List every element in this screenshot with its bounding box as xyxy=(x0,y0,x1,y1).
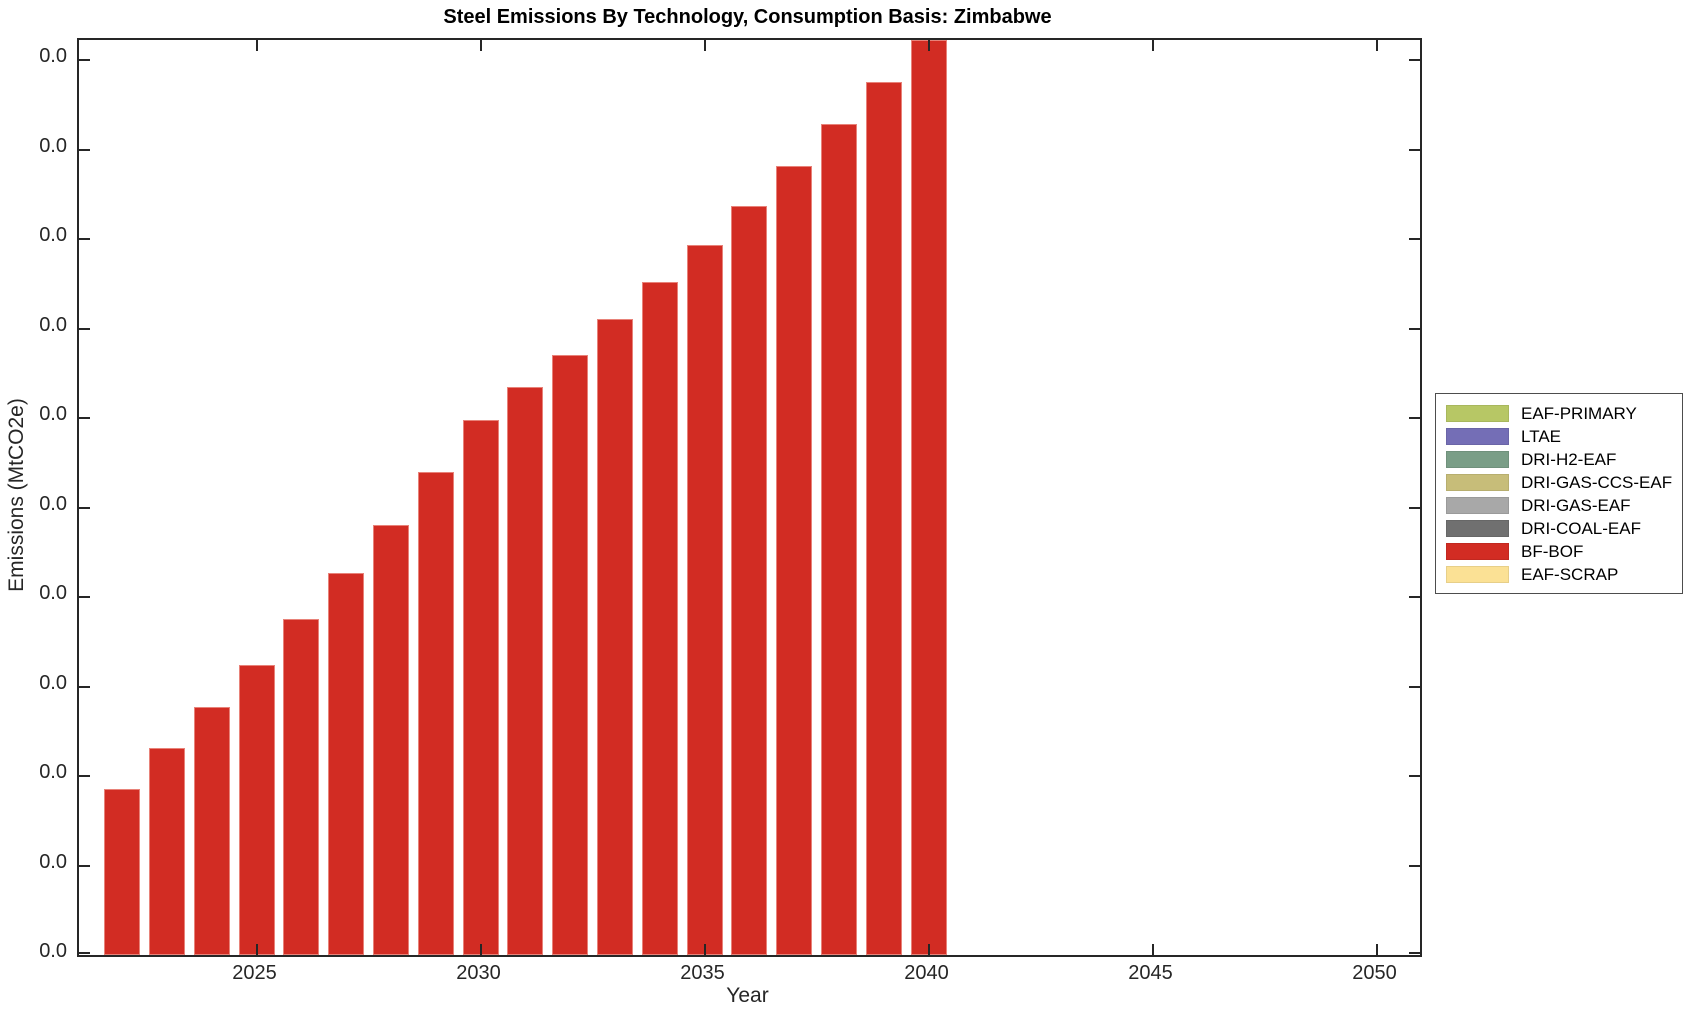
y-tick-left xyxy=(79,506,90,509)
bar-2024 xyxy=(193,707,230,955)
y-tick-left xyxy=(79,327,90,330)
x-tick-bottom xyxy=(1375,944,1378,955)
legend-color-swatch xyxy=(1446,520,1509,537)
legend-item-label: DRI-COAL-EAF xyxy=(1521,518,1641,538)
x-tick-bottom xyxy=(255,944,258,955)
bar-2040 xyxy=(910,40,947,955)
bar-2039 xyxy=(865,82,902,955)
legend-item: EAF-SCRAP xyxy=(1436,563,1682,586)
legend-color-swatch xyxy=(1446,543,1509,560)
bar-2025 xyxy=(238,665,275,955)
y-tick-right xyxy=(1409,238,1420,240)
x-tick-bottom xyxy=(927,944,930,955)
y-tick-label: 0.0 xyxy=(39,850,67,873)
y-tick-left xyxy=(79,864,90,867)
legend-item: DRI-COAL-EAF xyxy=(1436,517,1682,540)
legend-item: DRI-GAS-EAF xyxy=(1436,494,1682,517)
x-tick-top xyxy=(255,40,258,51)
y-tick-right xyxy=(1409,506,1420,509)
y-tick-left xyxy=(79,685,90,688)
x-tick-label: 2025 xyxy=(232,962,277,984)
y-tick-left xyxy=(79,596,90,598)
legend: EAF-PRIMARY LTAE DRI-H2-EAF DRI-GAS-CCS-EAF… xyxy=(1435,393,1683,594)
bar-2033 xyxy=(596,318,633,955)
legend-color-swatch xyxy=(1446,428,1509,445)
x-tick-top xyxy=(479,40,482,51)
bar-2030 xyxy=(462,419,499,955)
y-tick-right xyxy=(1409,148,1420,151)
y-tick-label: 0.0 xyxy=(39,940,67,962)
y-tick-label: 0.0 xyxy=(39,224,67,246)
legend-item-label: DRI-GAS-CCS-EAF xyxy=(1521,472,1673,492)
bar-2023 xyxy=(148,748,185,955)
y-tick-label: 0.0 xyxy=(39,492,67,515)
x-tick-top xyxy=(703,40,706,51)
bar-2034 xyxy=(641,281,678,955)
y-tick-label: 0.0 xyxy=(39,134,67,157)
bar-2032 xyxy=(552,355,589,955)
bar-2028 xyxy=(372,525,409,955)
y-tick-right xyxy=(1409,952,1420,954)
legend-item-label: DRI-GAS-EAF xyxy=(1521,495,1631,515)
legend-color-swatch xyxy=(1446,497,1509,514)
bar-2035 xyxy=(686,245,723,955)
y-tick-left xyxy=(79,148,90,151)
legend-item-label: DRI-H2-EAF xyxy=(1521,449,1617,469)
x-tick-label: 2040 xyxy=(904,962,949,984)
y-tick-left xyxy=(79,238,90,240)
y-tick-label: 0.0 xyxy=(39,45,67,67)
bar-2037 xyxy=(776,165,813,955)
y-tick-label: 0.0 xyxy=(39,671,67,694)
legend-item: DRI-GAS-CCS-EAF xyxy=(1436,471,1682,494)
x-tick-label: 2030 xyxy=(456,962,501,984)
legend-item: DRI-H2-EAF xyxy=(1436,448,1682,471)
y-tick-right xyxy=(1409,327,1420,330)
legend-item: EAF-PRIMARY xyxy=(1436,402,1682,425)
plot-area xyxy=(77,38,1422,957)
chart-title: Steel Emissions By Technology, Consumpti… xyxy=(443,6,1052,28)
y-tick-left xyxy=(79,417,90,419)
bar-2022 xyxy=(104,788,141,955)
y-tick-right xyxy=(1409,685,1420,688)
legend-item-label: BF-BOF xyxy=(1521,541,1584,561)
bar-2027 xyxy=(328,572,365,955)
legend-color-swatch xyxy=(1446,566,1509,583)
x-tick-bottom xyxy=(1151,944,1154,955)
x-tick-bottom xyxy=(479,944,482,955)
legend-color-swatch xyxy=(1446,451,1509,468)
legend-item: LTAE xyxy=(1436,425,1682,448)
legend-color-swatch xyxy=(1446,405,1509,422)
x-axis-label: Year xyxy=(726,984,769,1007)
bar-2036 xyxy=(731,205,768,955)
y-tick-right xyxy=(1409,59,1420,61)
y-tick-left xyxy=(79,59,90,61)
x-tick-top xyxy=(1375,40,1378,51)
legend-item-label: EAF-SCRAP xyxy=(1521,564,1619,584)
x-tick-label: 2035 xyxy=(680,962,725,984)
x-tick-label: 2050 xyxy=(1352,962,1397,984)
x-tick-label: 2045 xyxy=(1128,962,1173,984)
y-tick-label: 0.0 xyxy=(39,403,67,425)
legend-item-label: EAF-PRIMARY xyxy=(1521,403,1637,423)
y-tick-left xyxy=(79,952,90,954)
y-tick-label: 0.0 xyxy=(39,761,67,783)
y-tick-label: 0.0 xyxy=(39,582,67,604)
legend-color-swatch xyxy=(1446,474,1509,491)
bar-2029 xyxy=(417,471,454,955)
bar-2038 xyxy=(820,124,857,955)
y-tick-right xyxy=(1409,864,1420,867)
x-tick-top xyxy=(1151,40,1154,51)
legend-item-label: LTAE xyxy=(1521,426,1561,446)
bar-2026 xyxy=(283,619,320,955)
x-tick-top xyxy=(927,40,930,51)
y-tick-left xyxy=(79,775,90,777)
legend-item: BF-BOF xyxy=(1436,540,1682,563)
bar-2031 xyxy=(507,386,544,955)
y-tick-right xyxy=(1409,775,1420,777)
x-tick-bottom xyxy=(703,944,706,955)
y-tick-right xyxy=(1409,596,1420,598)
y-tick-right xyxy=(1409,417,1420,419)
y-tick-label: 0.0 xyxy=(39,313,67,336)
